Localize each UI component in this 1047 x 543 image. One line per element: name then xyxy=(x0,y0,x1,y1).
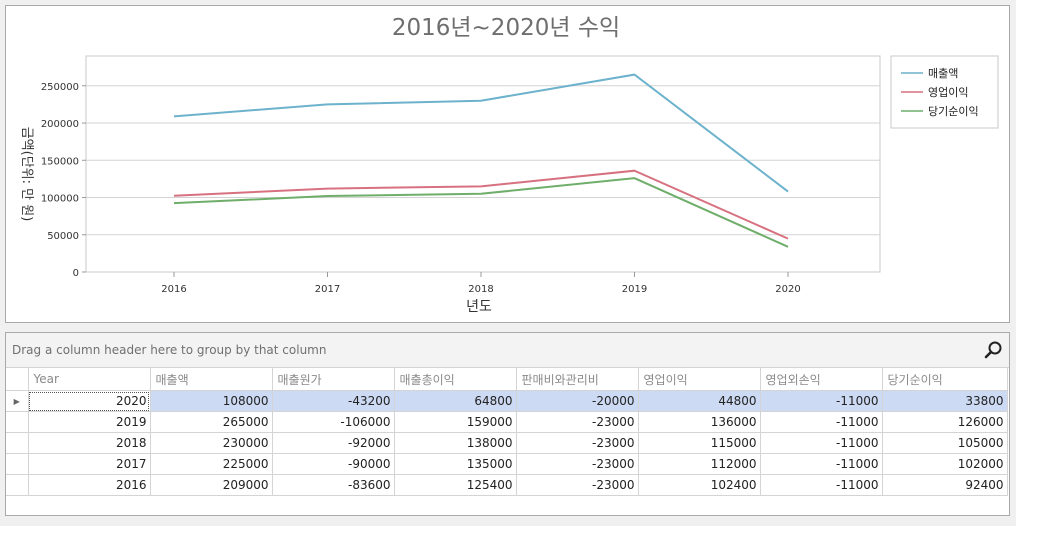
table-cell[interactable]: 112000 xyxy=(637,453,761,475)
legend-label: 영업이익 xyxy=(928,86,968,99)
table-cell[interactable]: 138000 xyxy=(393,432,517,454)
table-cell[interactable]: 115000 xyxy=(637,432,761,454)
legend-label: 당기순이익 xyxy=(928,105,979,118)
row-indicator-header xyxy=(6,367,29,391)
table-cell[interactable]: 265000 xyxy=(149,411,273,433)
table-cell[interactable]: -11000 xyxy=(759,432,883,454)
table-cell[interactable]: -11000 xyxy=(759,390,883,412)
y-tick-label: 250000 xyxy=(41,82,79,93)
group-by-hint: Drag a column header here to group by th… xyxy=(12,343,327,357)
legend-label: 매출액 xyxy=(928,67,958,80)
y-tick-label: 100000 xyxy=(41,194,79,205)
column-header[interactable]: Year xyxy=(27,367,151,391)
data-grid: Drag a column header here to group by th… xyxy=(5,332,1010,516)
table-cell[interactable]: 44800 xyxy=(637,390,761,412)
table-cell[interactable]: 102000 xyxy=(881,453,1008,475)
column-header[interactable]: 영업외손익 xyxy=(759,367,883,391)
column-header[interactable]: 매출총이익 xyxy=(393,367,517,391)
table-row[interactable]: 2018 230000 -92000 138000 -23000 115000 -11000… xyxy=(6,432,1008,454)
x-tick-label: 2016 xyxy=(161,284,186,295)
column-header[interactable]: 매출원가 xyxy=(271,367,395,391)
table-cell[interactable]: 108000 xyxy=(149,390,273,412)
table-cell[interactable]: -23000 xyxy=(515,411,639,433)
row-indicator[interactable] xyxy=(6,411,29,433)
y-axis-label: 금액(단위: 만 원) xyxy=(19,127,34,222)
row-indicator[interactable] xyxy=(6,432,29,454)
series-line xyxy=(173,169,789,240)
table-cell[interactable]: -83600 xyxy=(271,474,395,496)
table-cell[interactable]: 209000 xyxy=(149,474,273,496)
table-cell[interactable]: 64800 xyxy=(393,390,517,412)
table-cell[interactable]: -90000 xyxy=(271,453,395,475)
table-row[interactable]: 2016 209000 -83600 125400 -23000 102400 -11000… xyxy=(6,474,1008,496)
table-cell[interactable]: -106000 xyxy=(271,411,395,433)
revenue-line-chart: 2016년~2020년 수익 0 50000 100000 150000 200000 2… xyxy=(19,15,999,315)
column-header[interactable]: 영업이익 xyxy=(637,367,761,391)
plot-area xyxy=(85,55,881,273)
table-cell[interactable]: -11000 xyxy=(759,453,883,475)
column-header[interactable]: 매출액 xyxy=(149,367,273,391)
series-line xyxy=(173,177,789,248)
row-indicator[interactable]: ▶ xyxy=(6,390,29,412)
x-tick-label: 2017 xyxy=(315,284,340,295)
table-cell[interactable]: 136000 xyxy=(637,411,761,433)
table-cell[interactable]: -11000 xyxy=(759,411,883,433)
x-axis-ticks: 2016 2017 2018 2019 2020 xyxy=(161,272,801,295)
table-cell[interactable]: 2018 xyxy=(27,432,151,454)
table-cell[interactable]: 2016 xyxy=(27,474,151,496)
table-cell[interactable]: 230000 xyxy=(149,432,273,454)
table-cell[interactable]: 225000 xyxy=(149,453,273,475)
table-cell[interactable]: 92400 xyxy=(881,474,1008,496)
table-cell[interactable]: -43200 xyxy=(271,390,395,412)
column-header[interactable]: 당기순이익 xyxy=(881,367,1008,391)
y-tick-label: 0 xyxy=(73,268,79,279)
x-tick-label: 2020 xyxy=(775,284,800,295)
x-tick-label: 2019 xyxy=(622,284,647,295)
grid-table: Year 매출액 매출원가 매출총이익 판매비와관리비 영업이익 영업외손익 당기순이익 ▶ 2… xyxy=(6,367,1008,496)
table-cell[interactable]: 105000 xyxy=(881,432,1008,454)
chart-panel: 2016년~2020년 수익 0 50000 100000 150000 200000 2… xyxy=(5,5,1010,323)
table-row[interactable]: 2019 265000 -106000 159000 -23000 136000 -1100… xyxy=(6,411,1008,433)
table-cell[interactable]: 102400 xyxy=(637,474,761,496)
table-cell[interactable]: -92000 xyxy=(271,432,395,454)
series-lines xyxy=(173,73,789,248)
table-cell[interactable]: -23000 xyxy=(515,453,639,475)
y-tick-label: 150000 xyxy=(41,156,79,167)
search-icon[interactable] xyxy=(983,339,1005,361)
x-axis-label: 년도 xyxy=(466,299,492,315)
table-cell[interactable]: -11000 xyxy=(759,474,883,496)
table-cell[interactable]: 125400 xyxy=(393,474,517,496)
column-header-row: Year 매출액 매출원가 매출총이익 판매비와관리비 영업이익 영업외손익 당기순이익 xyxy=(6,367,1008,391)
chart-title: 2016년~2020년 수익 xyxy=(392,15,620,41)
y-axis-ticks: 0 50000 100000 150000 200000 250000 xyxy=(41,82,86,279)
table-row[interactable]: 2017 225000 -90000 135000 -23000 112000 -11000… xyxy=(6,453,1008,475)
column-header[interactable]: 판매비와관리비 xyxy=(515,367,639,391)
table-cell[interactable]: -20000 xyxy=(515,390,639,412)
table-cell[interactable]: 2017 xyxy=(27,453,151,475)
table-cell[interactable]: -23000 xyxy=(515,474,639,496)
x-tick-label: 2018 xyxy=(468,284,493,295)
group-by-panel[interactable]: Drag a column header here to group by th… xyxy=(6,333,1009,368)
table-cell[interactable]: 135000 xyxy=(393,453,517,475)
table-cell[interactable]: 33800 xyxy=(881,390,1008,412)
table-cell[interactable]: 2020 xyxy=(27,390,151,412)
table-cell[interactable]: 126000 xyxy=(881,411,1008,433)
table-row[interactable]: ▶ 2020 108000 -43200 64800 -20000 44800 -11000 3… xyxy=(6,390,1008,412)
row-indicator[interactable] xyxy=(6,453,29,475)
table-cell[interactable]: 159000 xyxy=(393,411,517,433)
table-cell[interactable]: 2019 xyxy=(27,411,151,433)
series-line xyxy=(173,73,789,193)
y-tick-label: 200000 xyxy=(41,119,79,130)
y-tick-label: 50000 xyxy=(47,231,79,242)
table-cell[interactable]: -23000 xyxy=(515,432,639,454)
row-indicator[interactable] xyxy=(6,474,29,496)
